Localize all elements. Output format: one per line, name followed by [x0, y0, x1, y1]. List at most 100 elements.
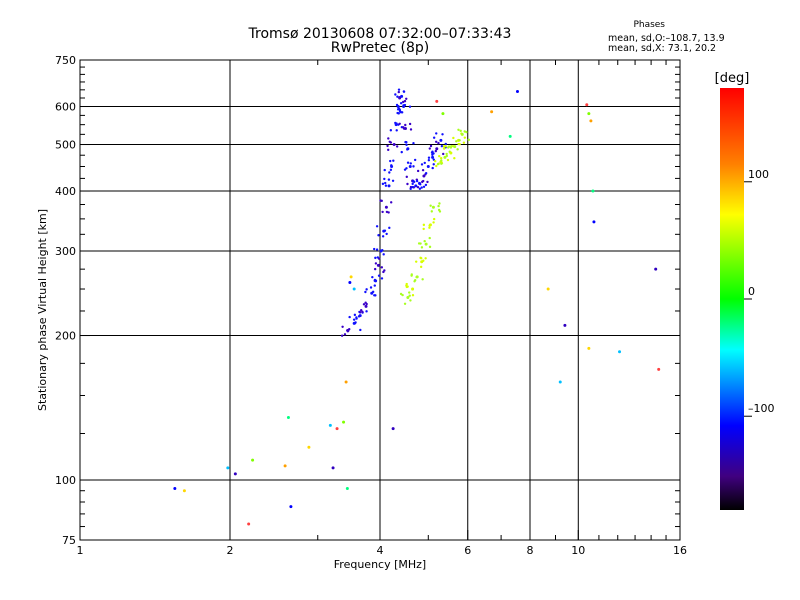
- data-point-jitter: [417, 242, 421, 245]
- data-point-jitter: [457, 128, 460, 132]
- data-point-jitter: [405, 167, 408, 170]
- data-point-jitter: [408, 105, 412, 108]
- data-point-jitter: [383, 177, 386, 181]
- data-point: [247, 522, 251, 526]
- data-point: [558, 380, 562, 384]
- data-point-jitter: [395, 145, 399, 148]
- data-point: [348, 280, 352, 284]
- series-1: [399, 128, 471, 306]
- data-point-jitter: [341, 325, 344, 329]
- data-point-jitter: [375, 248, 379, 251]
- data-point-jitter: [405, 143, 408, 147]
- series-2: [173, 89, 661, 526]
- data-point-jitter: [429, 144, 433, 148]
- data-point-jitter: [450, 145, 453, 148]
- data-point-jitter: [395, 129, 398, 132]
- data-point-jitter: [458, 139, 461, 142]
- data-point-jitter: [399, 111, 403, 114]
- data-point-jitter: [369, 286, 373, 289]
- data-point-jitter: [401, 100, 405, 104]
- data-point-jitter: [430, 210, 433, 213]
- data-point-jitter: [419, 256, 422, 260]
- grid: [80, 60, 680, 540]
- data-point-jitter: [388, 140, 391, 143]
- data-point-jitter: [418, 182, 422, 185]
- data-point-jitter: [396, 95, 399, 98]
- data-point-jitter: [410, 274, 413, 277]
- data-point-jitter: [402, 90, 406, 93]
- data-point: [352, 287, 356, 291]
- data-point-jitter: [377, 234, 380, 237]
- data-point-jitter: [389, 168, 393, 172]
- data-point-jitter: [390, 201, 393, 204]
- data-point-jitter: [438, 202, 441, 205]
- data-point-jitter: [418, 187, 422, 191]
- data-point-jitter: [406, 161, 410, 164]
- data-point-jitter: [463, 136, 467, 139]
- data-point: [587, 346, 591, 350]
- data-point-jitter: [358, 311, 362, 314]
- data-point-jitter: [403, 302, 407, 306]
- data-point-jitter: [445, 154, 449, 158]
- data-point-jitter: [413, 158, 417, 162]
- data-point-jitter: [392, 159, 395, 162]
- data-point-jitter: [441, 133, 444, 136]
- phase-x-stats: mean, sd,X: 73.1, 20.2: [608, 43, 717, 54]
- data-point: [307, 445, 311, 449]
- data-point-jitter: [398, 122, 401, 125]
- data-point-jitter: [395, 103, 399, 107]
- data-point: [587, 112, 591, 116]
- data-point-jitter: [361, 310, 364, 313]
- data-point-jitter: [453, 156, 456, 160]
- phase-o-stats: mean, sd,O:–108.7, 13.9: [608, 33, 725, 44]
- data-point-jitter: [348, 327, 351, 331]
- data-point-jitter: [444, 142, 447, 146]
- data-point: [392, 143, 396, 147]
- data-point-jitter: [383, 269, 386, 272]
- data-point-jitter: [402, 127, 406, 130]
- data-point-jitter: [403, 103, 407, 107]
- data-point-jitter: [424, 171, 428, 175]
- data-point: [435, 99, 439, 103]
- data-point: [376, 263, 380, 267]
- data-point-jitter: [388, 171, 391, 174]
- data-point-jitter: [409, 187, 412, 191]
- data-point-jitter: [380, 277, 384, 280]
- data-point: [657, 367, 661, 371]
- data-point-jitter: [352, 318, 356, 321]
- data-point: [391, 427, 395, 431]
- data-point-jitter: [373, 267, 377, 271]
- data-point: [400, 94, 404, 98]
- data-point-jitter: [428, 245, 432, 249]
- data-point-jitter: [389, 129, 393, 132]
- data-point: [589, 119, 593, 123]
- data-point-jitter: [437, 141, 440, 145]
- data-point-jitter: [423, 161, 426, 165]
- data-point-jitter: [419, 265, 423, 269]
- data-point: [435, 147, 439, 151]
- data-point: [233, 472, 237, 476]
- data-point: [349, 275, 353, 279]
- data-point-jitter: [422, 259, 425, 262]
- data-point-jitter: [376, 256, 380, 259]
- data-point-jitter: [404, 123, 407, 127]
- x-tick-label: 4: [377, 544, 384, 557]
- data-point: [592, 220, 596, 224]
- data-point: [654, 267, 658, 271]
- data-point: [453, 145, 457, 149]
- data-point-jitter: [395, 122, 398, 125]
- data-point: [460, 132, 464, 136]
- data-point-jitter: [384, 181, 387, 185]
- phases-title: Phases: [633, 20, 665, 30]
- data-point-jitter: [427, 156, 431, 159]
- data-point: [546, 287, 550, 291]
- data-point-jitter: [409, 162, 412, 165]
- data-point: [384, 205, 388, 209]
- data-point: [387, 184, 391, 188]
- data-point: [431, 155, 435, 159]
- data-point-jitter: [440, 159, 443, 162]
- data-point-jitter: [354, 321, 357, 324]
- x-tick-label: 2: [227, 544, 234, 557]
- data-point-jitter: [429, 204, 432, 207]
- series-0: [340, 88, 447, 337]
